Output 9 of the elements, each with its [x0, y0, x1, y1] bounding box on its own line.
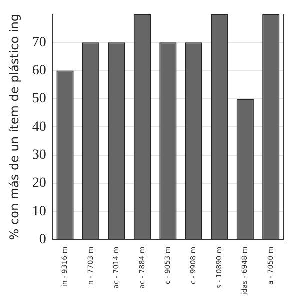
y-tick-label: 40: [32, 120, 46, 135]
y-tick-label: 0: [39, 232, 46, 248]
y-tick-label: 20: [32, 176, 46, 192]
y-tick-label: 60: [32, 63, 46, 78]
y-tick-label: 30: [32, 148, 46, 163]
y-axis-title: % con más de un ítem de plástico ing: [7, 14, 22, 240]
y-tick-label: 50: [32, 92, 46, 107]
y-tick-label: 70: [32, 35, 46, 50]
y-tick-label: 10: [32, 204, 46, 220]
